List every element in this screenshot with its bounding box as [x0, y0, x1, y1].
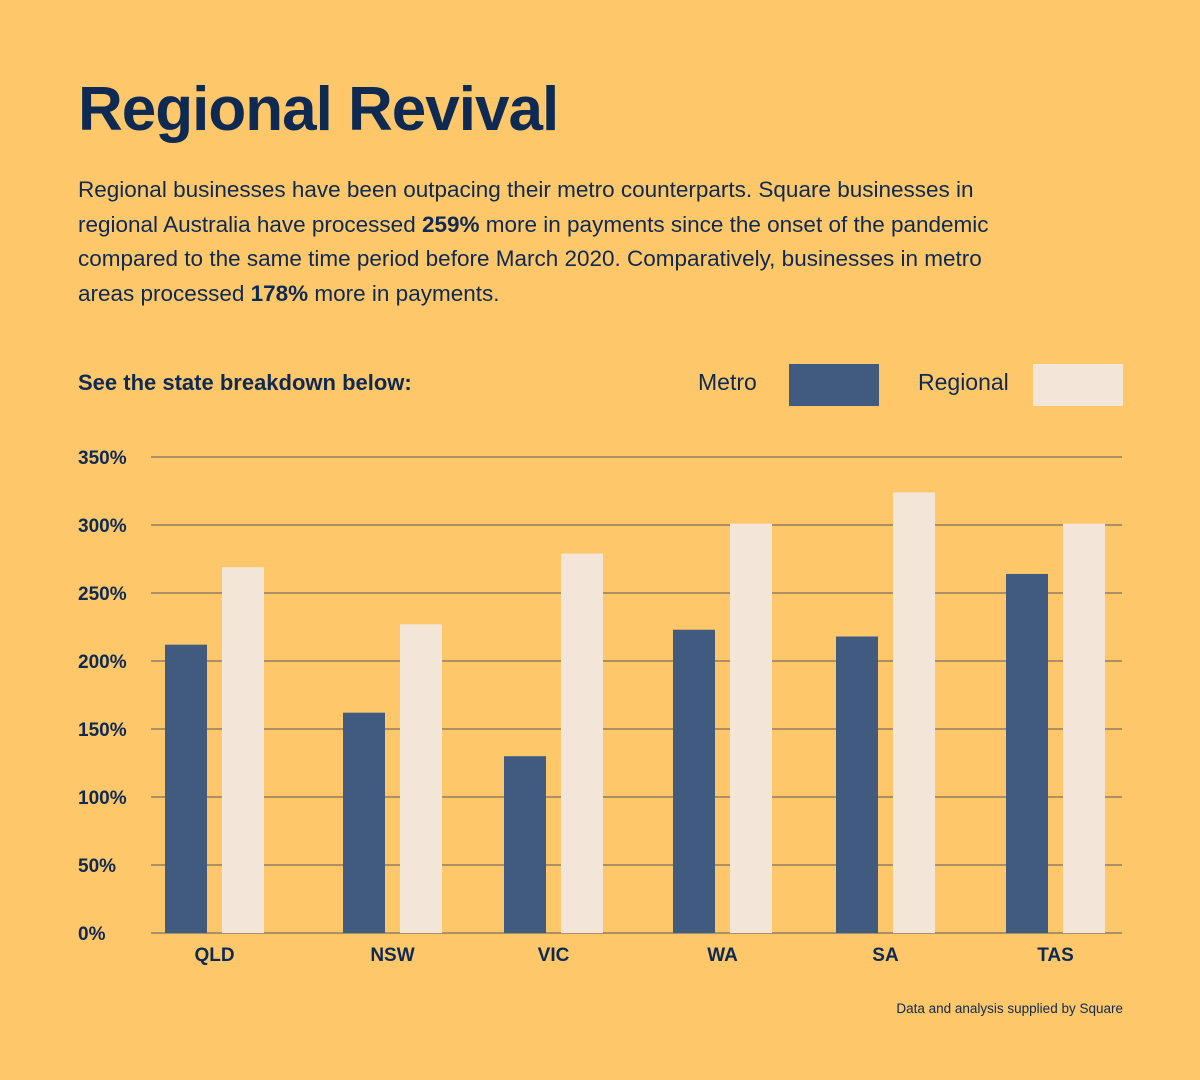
- legend-swatch-metro: [789, 364, 879, 406]
- y-tick-label: 0%: [78, 924, 106, 945]
- bar-metro-qld: [165, 644, 207, 933]
- bar-regional-vic: [561, 553, 603, 933]
- x-tick-label: TAS: [1037, 945, 1074, 966]
- x-tick-label: WA: [707, 945, 738, 966]
- intro-text-1: Regional businesses have been outpacing …: [78, 177, 974, 237]
- intro-text-2: more in payments since the onset of the …: [78, 211, 989, 306]
- y-tick-label: 150%: [78, 720, 127, 741]
- y-tick-label: 300%: [78, 516, 127, 537]
- legend-label-regional: Regional: [918, 369, 1009, 395]
- bar-metro-vic: [504, 756, 546, 933]
- legend-swatch-regional: [1033, 364, 1123, 406]
- intro-paragraph: Regional businesses have been outpacing …: [78, 173, 1038, 311]
- bar-regional-tas: [1063, 523, 1105, 933]
- metro-stat: 178%: [250, 280, 309, 306]
- intro-text-3: more in payments.: [308, 280, 500, 306]
- x-tick-label: VIC: [538, 945, 570, 966]
- bar-metro-wa: [673, 629, 715, 933]
- regional-stat: 259%: [421, 211, 480, 237]
- y-tick-label: 100%: [78, 788, 127, 809]
- bar-regional-qld: [222, 567, 264, 933]
- y-tick-label: 200%: [78, 652, 127, 673]
- y-tick-label: 250%: [78, 584, 127, 605]
- y-tick-label: 350%: [78, 448, 127, 469]
- bar-metro-nsw: [343, 712, 385, 933]
- chart-subheading: See the state breakdown below:: [78, 370, 412, 395]
- bar-regional-wa: [730, 523, 772, 933]
- source-note: Data and analysis supplied by Square: [896, 1001, 1123, 1016]
- bar-metro-tas: [1006, 573, 1048, 933]
- y-tick-label: 50%: [78, 856, 116, 877]
- legend-label-metro: Metro: [698, 369, 757, 395]
- bar-regional-sa: [893, 492, 935, 933]
- bar-metro-sa: [836, 636, 878, 933]
- page-title: Regional Revival: [78, 75, 559, 144]
- x-tick-label: NSW: [370, 945, 414, 966]
- x-tick-label: QLD: [194, 945, 234, 966]
- bar-regional-nsw: [400, 624, 442, 933]
- x-tick-label: SA: [872, 945, 899, 966]
